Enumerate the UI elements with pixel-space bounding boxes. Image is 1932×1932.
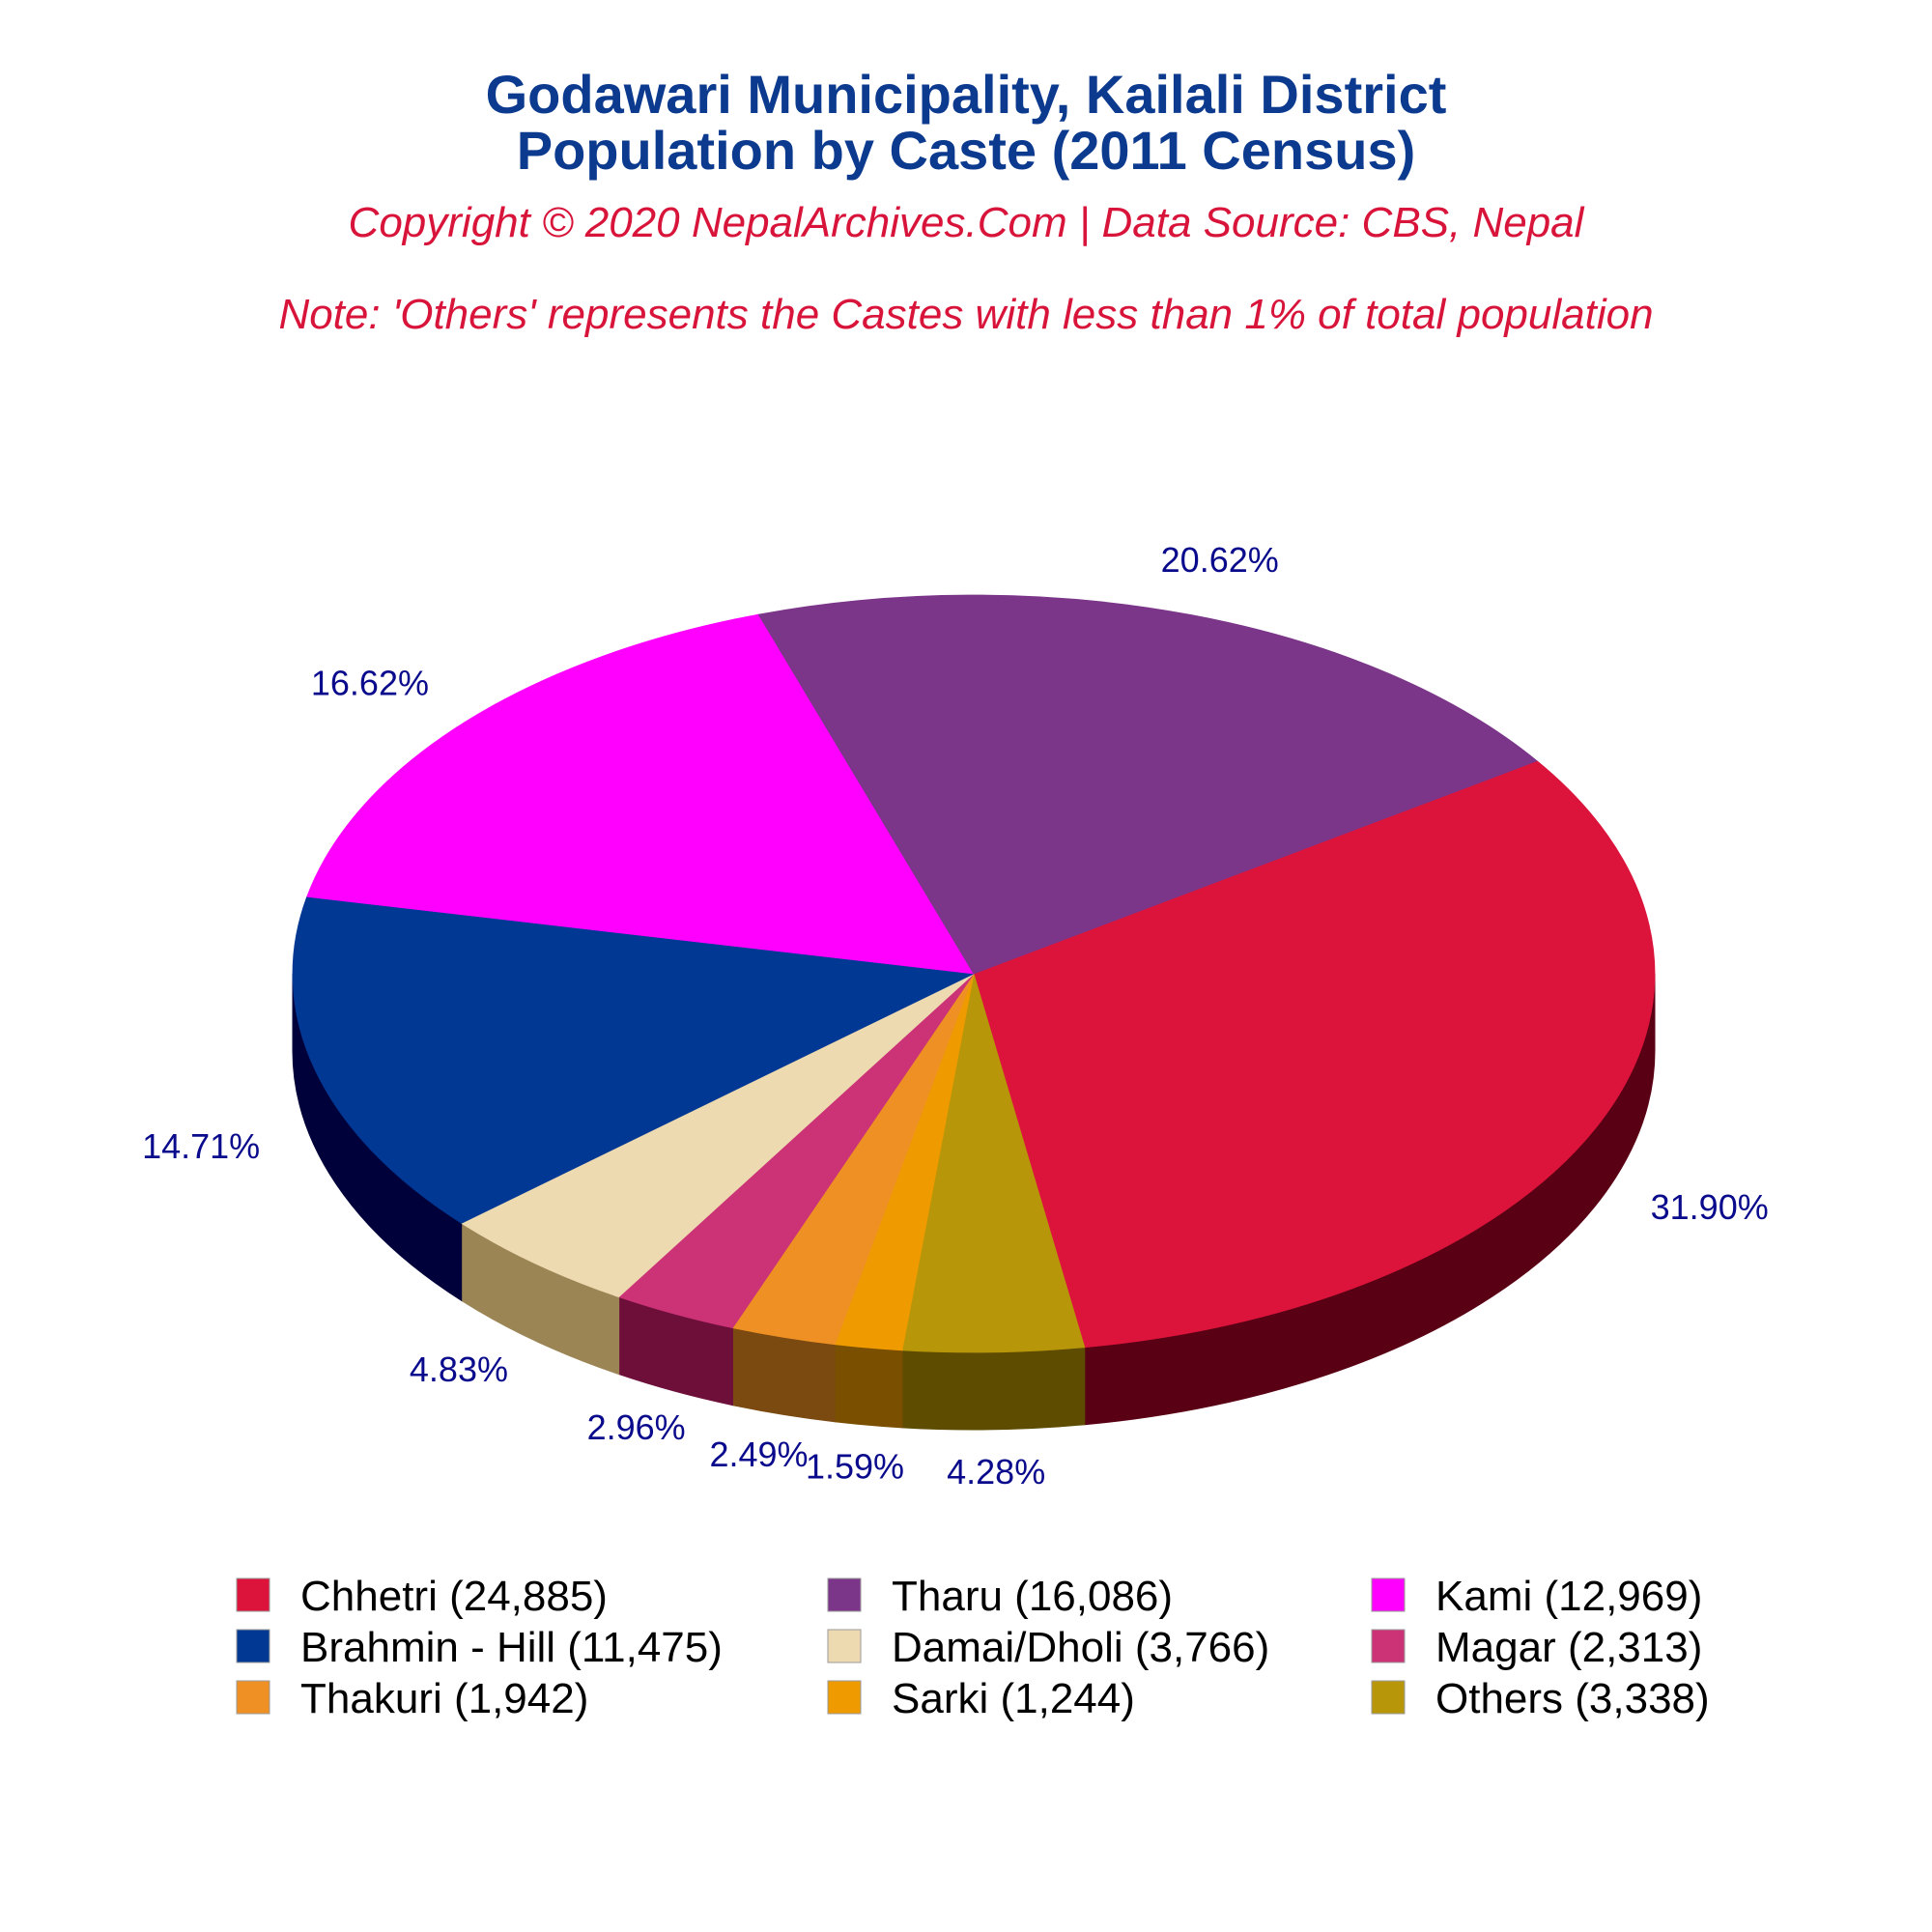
pie-sides <box>292 973 1656 1431</box>
legend-label: Others (3,338) <box>1435 1675 1710 1722</box>
legend-label: Kami (12,969) <box>1435 1573 1702 1620</box>
pct-label-chhetri: 31.90% <box>1651 1187 1769 1227</box>
percent-labels: 31.90% 4.28% 1.59%2.49% 2.96% 4.83% 14.71% 16.… <box>142 540 1769 1492</box>
legend-swatch <box>827 1629 862 1663</box>
legend-label: Magar (2,313) <box>1435 1624 1702 1671</box>
legend: Chhetri (24,885) Tharu (16,086) Kami (12,9… <box>236 1573 1710 1722</box>
legend-item-damai-dholi: Damai/Dholi (3,766) <box>827 1624 1269 1671</box>
legend-swatch <box>1371 1680 1406 1715</box>
pct-label-others: 4.28% <box>947 1452 1045 1492</box>
pie-slices <box>292 594 1656 1353</box>
pie-slice-kami <box>306 613 975 975</box>
legend-label: Thakuri (1,942) <box>300 1675 588 1722</box>
chart-title-line2: Population by Caste (2011 Census) <box>517 120 1415 181</box>
legend-label: Brahmin - Hill (11,475) <box>300 1624 723 1671</box>
pie-slice-brahmin-hill <box>292 895 976 1224</box>
legend-swatch <box>1371 1629 1406 1663</box>
legend-item-magar: Magar (2,313) <box>1371 1624 1702 1671</box>
legend-swatch <box>827 1577 862 1612</box>
pie-slice-tharu <box>757 594 1538 975</box>
legend-swatch <box>236 1629 270 1663</box>
pie-side-others <box>901 1347 1086 1431</box>
legend-swatch <box>236 1577 270 1612</box>
chart-title-line1: Godawari Municipality, Kailali District <box>486 64 1447 125</box>
pct-label-magar: 2.96% <box>587 1407 686 1447</box>
legend-swatch <box>827 1680 862 1715</box>
pct-label-sarki: 1.59% <box>806 1447 904 1487</box>
pct-label-kami: 16.62% <box>311 664 429 703</box>
pie-slice-chhetri <box>973 760 1656 1349</box>
legend-label: Damai/Dholi (3,766) <box>892 1624 1269 1671</box>
legend-item-brahmin-hill: Brahmin - Hill (11,475) <box>236 1624 723 1671</box>
legend-swatch <box>236 1680 270 1715</box>
note-text: Note: 'Others' represents the Castes wit… <box>278 291 1653 338</box>
pct-label-brahmin-hill: 14.71% <box>142 1126 260 1166</box>
legend-item-others: Others (3,338) <box>1371 1675 1710 1722</box>
pct-label-thakuri: 2.49% <box>709 1435 808 1474</box>
legend-label: Tharu (16,086) <box>892 1573 1173 1620</box>
legend-item-sarki: Sarki (1,244) <box>827 1675 1135 1722</box>
legend-label: Chhetri (24,885) <box>300 1573 608 1620</box>
legend-item-chhetri: Chhetri (24,885) <box>236 1573 608 1620</box>
copyright-text: Copyright © 2020 NepalArchives.Com | Dat… <box>349 199 1585 246</box>
pie-side-sarki <box>834 1344 903 1429</box>
pie-slice-damai-dholi <box>460 973 975 1298</box>
pct-label-damai-dholi: 4.83% <box>410 1350 508 1389</box>
pct-label-tharu: 20.62% <box>1161 540 1279 580</box>
legend-item-tharu: Tharu (16,086) <box>827 1573 1173 1620</box>
legend-swatch <box>1371 1577 1406 1612</box>
legend-item-kami: Kami (12,969) <box>1371 1573 1702 1620</box>
pie-slice-others <box>901 973 1086 1353</box>
legend-label: Sarki (1,244) <box>892 1675 1135 1722</box>
legend-item-thakuri: Thakuri (1,942) <box>236 1675 588 1722</box>
